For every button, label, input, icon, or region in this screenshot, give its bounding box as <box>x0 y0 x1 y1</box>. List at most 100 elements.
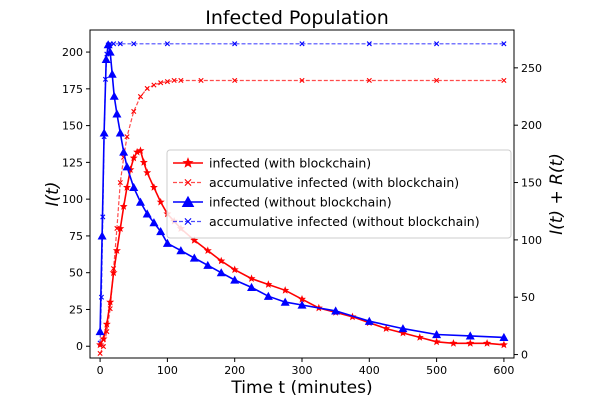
series-2 <box>95 40 509 342</box>
data-point <box>158 80 164 86</box>
data-point <box>95 327 105 336</box>
data-point <box>149 218 159 227</box>
data-point <box>434 41 440 47</box>
data-point <box>247 282 257 291</box>
data-point <box>247 274 256 282</box>
data-point <box>216 268 226 277</box>
data-point <box>156 197 165 206</box>
data-point <box>298 295 306 303</box>
data-point <box>501 41 507 47</box>
data-point <box>281 286 290 294</box>
data-point <box>122 162 132 171</box>
data-point <box>299 77 305 84</box>
data-point <box>164 41 170 47</box>
data-point <box>366 41 372 47</box>
y-right-tick-label: 250 <box>521 62 542 75</box>
x-tick-label: 100 <box>157 364 178 377</box>
y-right-tick-label: 200 <box>521 119 542 132</box>
data-point <box>139 158 148 166</box>
data-point <box>109 91 119 100</box>
data-point <box>415 333 424 341</box>
x-tick-label: 300 <box>292 364 313 377</box>
data-point <box>232 77 238 84</box>
data-point <box>190 236 199 244</box>
legend-label: infected (with blockchain) <box>209 156 371 171</box>
y-left-tick-label: 200 <box>62 46 83 59</box>
y-right-tick-label: 50 <box>521 291 535 304</box>
data-point <box>434 77 440 84</box>
data-point <box>366 77 372 84</box>
data-point <box>171 77 177 84</box>
data-point <box>131 41 137 47</box>
legend-swatch-marker <box>184 218 192 225</box>
data-point <box>501 77 507 84</box>
x-tick-label: 0 <box>97 364 104 377</box>
data-point <box>143 168 152 177</box>
legend-swatch-marker <box>182 157 194 168</box>
data-point <box>499 340 508 349</box>
data-point <box>217 256 226 265</box>
data-point <box>99 128 109 137</box>
legend-entry-0: infected (with blockchain) <box>173 156 371 171</box>
data-point <box>263 291 273 300</box>
data-point <box>97 350 103 357</box>
data-point <box>280 297 290 306</box>
legend-label: accumulative infected (with blockchain) <box>209 175 459 190</box>
y-right-tick-label: 0 <box>521 349 528 362</box>
y-right-tick-label: 150 <box>521 177 542 190</box>
data-point <box>124 134 130 140</box>
data-point <box>164 79 170 85</box>
data-point <box>399 328 407 337</box>
ticks-layer: 0 100 200 300 400 500 600025507510012515017520… <box>62 46 542 377</box>
data-point <box>398 324 408 333</box>
data-point <box>483 339 492 347</box>
data-point <box>466 339 475 347</box>
data-point <box>297 300 307 309</box>
data-point <box>176 246 186 255</box>
data-point <box>129 182 139 191</box>
data-point <box>102 320 111 328</box>
x-tick-label: 200 <box>224 364 245 377</box>
data-point <box>230 275 240 284</box>
data-point <box>432 337 441 346</box>
data-point <box>115 128 125 137</box>
data-point <box>117 41 123 47</box>
data-point <box>119 202 128 210</box>
data-point <box>178 77 184 84</box>
x-tick-label: 500 <box>426 364 447 377</box>
y-left-tick-label: 125 <box>62 156 83 169</box>
series-layer <box>95 40 509 357</box>
y-left-tick-label: 75 <box>69 230 83 243</box>
data-point <box>117 179 123 186</box>
data-point <box>97 231 107 240</box>
legend-swatch-marker <box>184 179 192 186</box>
data-point <box>129 153 138 162</box>
legend-swatch-marker <box>181 195 195 208</box>
data-point <box>198 77 204 84</box>
data-point <box>449 339 458 347</box>
data-point <box>151 82 157 88</box>
data-point <box>116 224 125 232</box>
x-axis-title: Time t (minutes) <box>230 378 372 398</box>
y-left-tick-label: 175 <box>62 83 83 96</box>
data-point <box>149 183 158 191</box>
data-point <box>106 297 115 306</box>
data-point <box>142 209 152 218</box>
data-point <box>364 316 374 325</box>
legend-entry-3: accumulative infected (without blockchai… <box>173 214 480 229</box>
data-point <box>101 54 111 64</box>
data-point <box>465 331 475 340</box>
data-point <box>123 183 131 191</box>
data-point <box>189 253 199 262</box>
x-tick-label: 600 <box>493 364 514 377</box>
data-point <box>203 246 212 254</box>
data-point <box>103 40 113 49</box>
data-point <box>432 329 442 339</box>
data-point <box>232 41 238 47</box>
data-point <box>112 246 121 254</box>
x-tick-label: 400 <box>359 364 380 377</box>
data-point <box>156 227 166 236</box>
data-point <box>110 41 117 47</box>
data-point <box>96 340 105 349</box>
y-left-tick-label: 25 <box>69 303 83 316</box>
